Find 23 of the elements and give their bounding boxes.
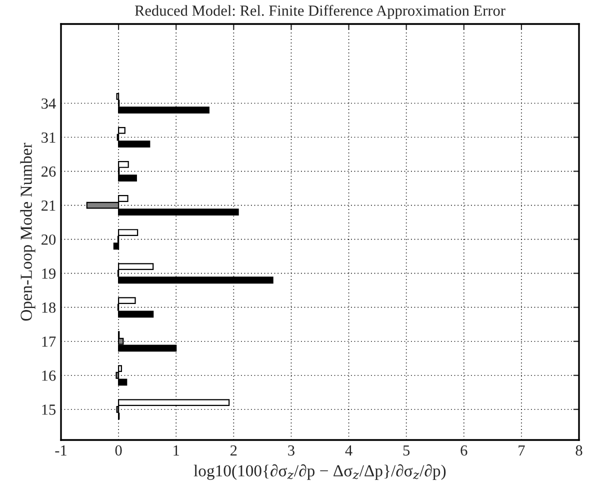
y-tick-label: 31: [42, 132, 56, 143]
y-tick-label: 26: [42, 166, 56, 177]
x-tick-label: 2: [230, 445, 237, 456]
y-tick-label: 18: [42, 302, 56, 313]
x-tick-label: 4: [345, 445, 352, 456]
x-axis-title: log10(100{∂σ$_{z}$/∂p − Δσ$_{z}$/Δp}/∂σ$_{z}$/∂p): [194, 464, 446, 480]
y-tick-label: 19: [42, 268, 56, 279]
y-tick-label: 15: [42, 404, 56, 415]
y-tick-label: 34: [42, 98, 56, 109]
x-tick-label: 3: [288, 445, 294, 456]
y-tick-label: 17: [42, 336, 56, 347]
chart-title: Reduced Model: Rel. Finite Difference Approximation Error: [134, 4, 506, 19]
x-tick-label: 0: [115, 445, 122, 456]
y-tick-label: 21: [42, 200, 56, 211]
x-tick-label: 8: [576, 445, 582, 456]
y-tick-label: 16: [42, 370, 56, 381]
x-tick-label: 7: [518, 445, 525, 456]
x-tick-label: 5: [403, 445, 410, 456]
x-tick-label: -1: [55, 445, 66, 456]
y-axis-title: Open-Loop Mode Number: [20, 142, 36, 321]
x-tick-label: 6: [460, 445, 468, 456]
x-tick-label: 1: [174, 445, 180, 456]
y-tick-label: 20: [42, 234, 56, 245]
